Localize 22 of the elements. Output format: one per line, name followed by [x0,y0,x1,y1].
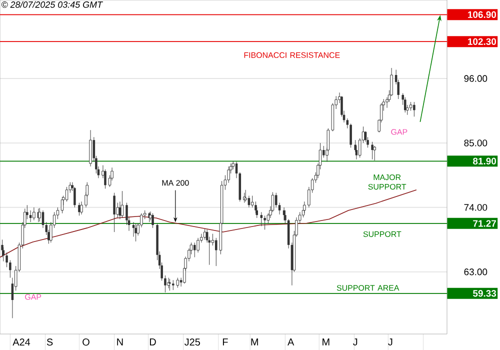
x-tick-label: M [251,338,258,346]
y-tick-label: 74.00 [464,204,488,211]
x-tick-label: N [117,338,123,346]
y-tick-label: 63.00 [464,268,488,276]
y-tick-label: 96.00 [464,75,488,82]
ref-line-label: 102.30 [468,38,496,45]
x-tick-label: F [222,338,228,346]
x-tick-label: A24 [12,338,30,346]
ref-line-label: 59.33 [473,290,496,297]
ref-line-label: 71.27 [473,220,496,227]
x-tick-label: J [388,338,392,346]
x-tick-label: J [353,338,358,346]
x-tick-label: J25 [184,338,200,346]
x-tick-label: S [46,338,53,346]
ref-line-label: 106.90 [468,11,496,18]
x-tick-label: O [82,338,90,346]
x-tick-label: A [288,338,294,346]
annotation: © 28/07/2025 03:45 GMT [1,1,104,8]
x-tick-label: M [322,338,330,346]
y-tick-label: 85.00 [464,140,488,146]
x-tick-label: D [150,338,156,346]
ref-line-label: 81.90 [473,158,496,164]
